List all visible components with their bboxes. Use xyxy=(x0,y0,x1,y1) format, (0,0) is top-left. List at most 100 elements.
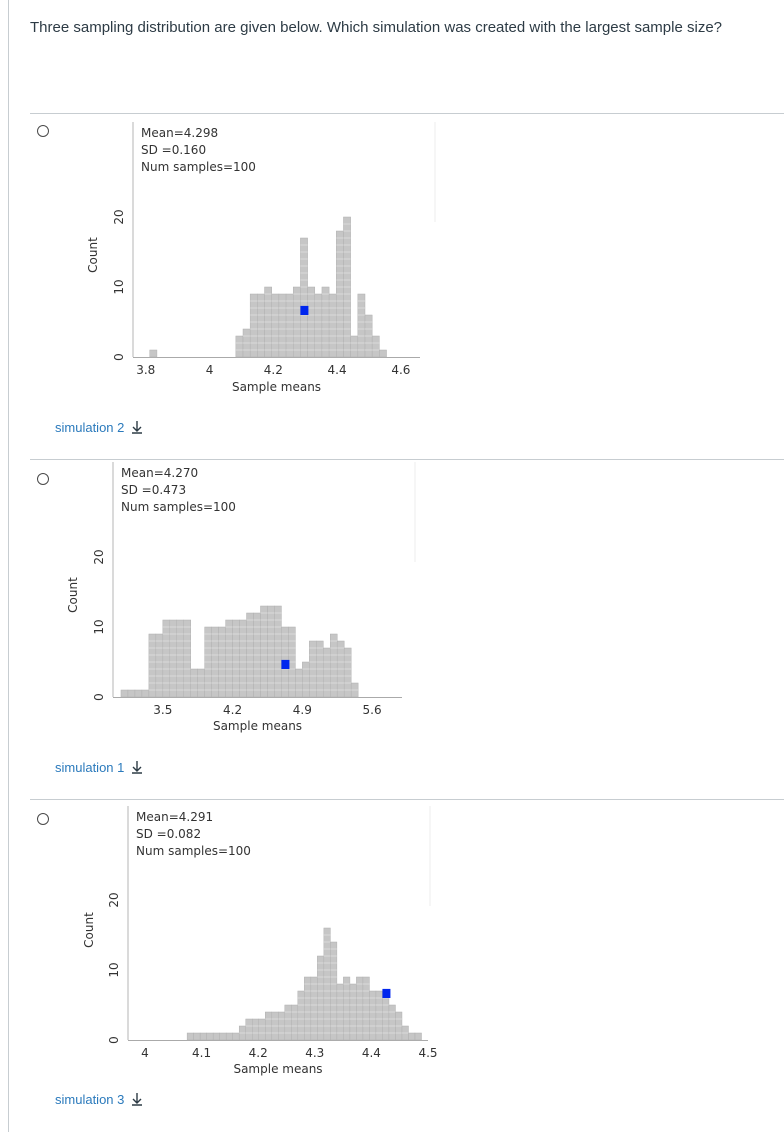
histogram-bar xyxy=(371,335,380,358)
histogram-bar xyxy=(388,1004,396,1041)
histogram-bar xyxy=(134,689,143,698)
y-axis-label: Count xyxy=(66,577,80,613)
simulation-2-link[interactable]: simulation 2 xyxy=(55,420,144,435)
y-axis-label: Count xyxy=(82,912,96,948)
y-tick-label: 10 xyxy=(107,962,121,977)
y-tick-label: 0 xyxy=(107,1036,121,1044)
histogram-bar xyxy=(183,619,191,698)
download-arrow-icon xyxy=(132,421,142,434)
histogram-bar xyxy=(219,1032,227,1041)
y-tick-label: 0 xyxy=(112,353,126,361)
simulation-3-link[interactable]: simulation 3 xyxy=(55,1092,144,1107)
histogram-bar xyxy=(285,293,294,358)
histogram-bar xyxy=(379,349,387,358)
histogram-bar xyxy=(235,335,244,358)
histogram-bar xyxy=(155,633,164,698)
histogram-bar xyxy=(149,349,158,358)
histogram-bar xyxy=(232,619,240,698)
download-arrow-icon xyxy=(132,761,142,774)
histogram-bar xyxy=(239,619,247,698)
x-tick-label: 4.5 xyxy=(418,1046,437,1060)
histogram-bar xyxy=(357,293,366,358)
histogram-bar xyxy=(343,647,352,698)
x-axis-label: Sample means xyxy=(233,1062,322,1076)
histogram-bar xyxy=(141,689,150,698)
simulation-1-link[interactable]: simulation 1 xyxy=(55,760,144,775)
x-tick-label: 4.2 xyxy=(249,1046,268,1060)
histogram-bar xyxy=(251,1018,260,1041)
x-tick-label: 4.9 xyxy=(293,703,312,717)
histogram-bar xyxy=(343,976,351,1041)
stats-mean: Mean=4.291 xyxy=(136,810,213,824)
x-tick-label: 3.5 xyxy=(153,703,172,717)
highlighted-sample xyxy=(281,659,290,669)
simulation-1-link-label: simulation 1 xyxy=(55,760,125,775)
stats-sd: SD =0.160 xyxy=(141,143,206,157)
histogram-bar xyxy=(278,293,287,358)
histogram-bar xyxy=(257,293,265,358)
y-tick-label: 10 xyxy=(112,279,126,294)
histogram-bar xyxy=(206,1032,214,1041)
download-arrow-icon xyxy=(132,1093,142,1106)
x-axis-label: Sample means xyxy=(213,719,302,733)
x-tick-label: 4 xyxy=(206,363,214,377)
stats-mean: Mean=4.298 xyxy=(141,126,218,140)
histogram-bar xyxy=(225,1032,233,1041)
stats-n: Num samples=100 xyxy=(121,500,236,514)
histogram-bar xyxy=(414,1032,422,1041)
option-2-radio[interactable] xyxy=(37,473,49,485)
histogram-bar xyxy=(300,237,308,358)
histogram-bar xyxy=(120,689,129,698)
histogram-bar xyxy=(310,976,318,1041)
question-text: Three sampling distribution are given be… xyxy=(30,19,722,36)
option-3-radio[interactable] xyxy=(37,813,49,825)
x-tick-label: 4.4 xyxy=(362,1046,381,1060)
y-tick-label: 10 xyxy=(92,619,106,634)
stats-mean: Mean=4.270 xyxy=(121,466,198,480)
y-tick-label: 0 xyxy=(92,693,106,701)
y-tick-label: 20 xyxy=(107,892,121,907)
histogram-bar xyxy=(127,689,136,698)
histogram-bar xyxy=(350,335,359,358)
histogram-bar xyxy=(193,1032,201,1041)
x-tick-label: 5.6 xyxy=(363,703,382,717)
x-tick-label: 4.4 xyxy=(328,363,347,377)
stats-n: Num samples=100 xyxy=(136,844,251,858)
y-axis-label: Count xyxy=(86,237,100,273)
histogram-bar xyxy=(169,619,178,698)
histogram-bar xyxy=(271,293,280,358)
x-tick-label: 4.3 xyxy=(305,1046,324,1060)
option-1-radio[interactable] xyxy=(37,125,49,137)
histogram-bar xyxy=(199,1032,207,1041)
stats-n: Num samples=100 xyxy=(141,160,256,174)
option-separator xyxy=(30,113,784,114)
histogram-bar xyxy=(329,633,338,698)
histogram-bar xyxy=(258,1018,266,1041)
left-border xyxy=(8,0,9,1132)
x-tick-label: 4.1 xyxy=(192,1046,211,1060)
histogram-bar xyxy=(356,976,364,1041)
histogram-bar xyxy=(362,976,370,1041)
y-tick-label: 20 xyxy=(92,549,106,564)
histogram-bar xyxy=(232,1032,240,1041)
histogram-bar xyxy=(225,619,233,698)
x-tick-label: 4.2 xyxy=(223,703,242,717)
stats-sd: SD =0.473 xyxy=(121,483,186,497)
x-tick-label: 4.2 xyxy=(264,363,283,377)
histogram-bar xyxy=(328,293,337,358)
histogram-bar xyxy=(304,976,312,1041)
histogram-bar xyxy=(245,1018,253,1041)
histogram-bar xyxy=(212,1032,220,1041)
y-tick-label: 20 xyxy=(112,209,126,224)
histogram-bar xyxy=(284,1004,292,1041)
x-axis-label: Sample means xyxy=(232,380,321,394)
histogram-bar xyxy=(148,633,157,698)
simulation-3-link-label: simulation 3 xyxy=(55,1092,125,1107)
stats-sd: SD =0.082 xyxy=(136,827,201,841)
histogram-bar xyxy=(186,1032,194,1041)
x-tick-label: 4 xyxy=(141,1046,149,1060)
histogram-bar xyxy=(176,619,185,698)
histogram-bar xyxy=(408,1032,416,1041)
option-separator xyxy=(30,799,784,800)
